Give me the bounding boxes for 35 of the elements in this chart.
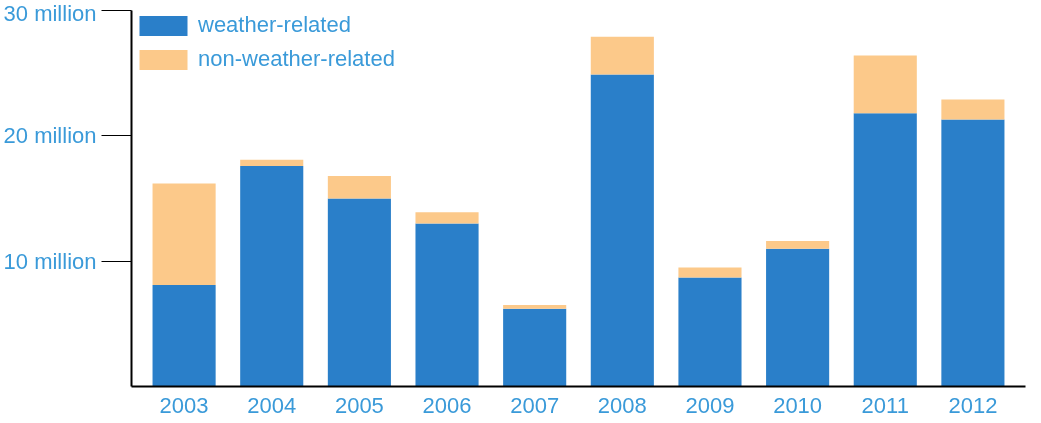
y-tick-label: 10 million xyxy=(3,248,97,274)
bar xyxy=(941,119,1005,387)
x-tick-label: 2008 xyxy=(597,392,647,418)
x-tick-label: 2004 xyxy=(247,392,297,418)
bar xyxy=(415,223,479,387)
bar xyxy=(678,277,742,387)
bar xyxy=(678,267,742,278)
bar xyxy=(152,183,216,285)
x-tick-label: 2009 xyxy=(685,392,735,418)
x-tick-label: 2006 xyxy=(422,392,472,418)
bar xyxy=(503,305,567,309)
bar xyxy=(327,198,391,387)
legend-label: non-weather-related xyxy=(198,46,395,72)
x-tick-label: 2007 xyxy=(510,392,560,418)
bar xyxy=(240,165,304,387)
y-tick-label: 30 million xyxy=(3,0,97,26)
bar xyxy=(853,55,917,114)
bar xyxy=(766,248,830,387)
legend-label: weather-related xyxy=(198,12,351,38)
x-tick-label: 2010 xyxy=(773,392,823,418)
bar xyxy=(503,308,567,387)
bar xyxy=(327,175,391,199)
y-tick-label: 20 million xyxy=(3,123,97,149)
x-tick-label: 2005 xyxy=(334,392,384,418)
x-tick-label: 2003 xyxy=(159,392,209,418)
bar xyxy=(853,113,917,387)
bar xyxy=(941,99,1005,120)
bar xyxy=(152,284,216,387)
x-tick-label: 2011 xyxy=(861,392,909,418)
bar xyxy=(240,159,304,166)
bar xyxy=(590,74,654,387)
bar xyxy=(766,241,830,249)
bar xyxy=(590,36,654,75)
bar xyxy=(415,212,479,224)
x-tick-label: 2012 xyxy=(948,392,998,418)
